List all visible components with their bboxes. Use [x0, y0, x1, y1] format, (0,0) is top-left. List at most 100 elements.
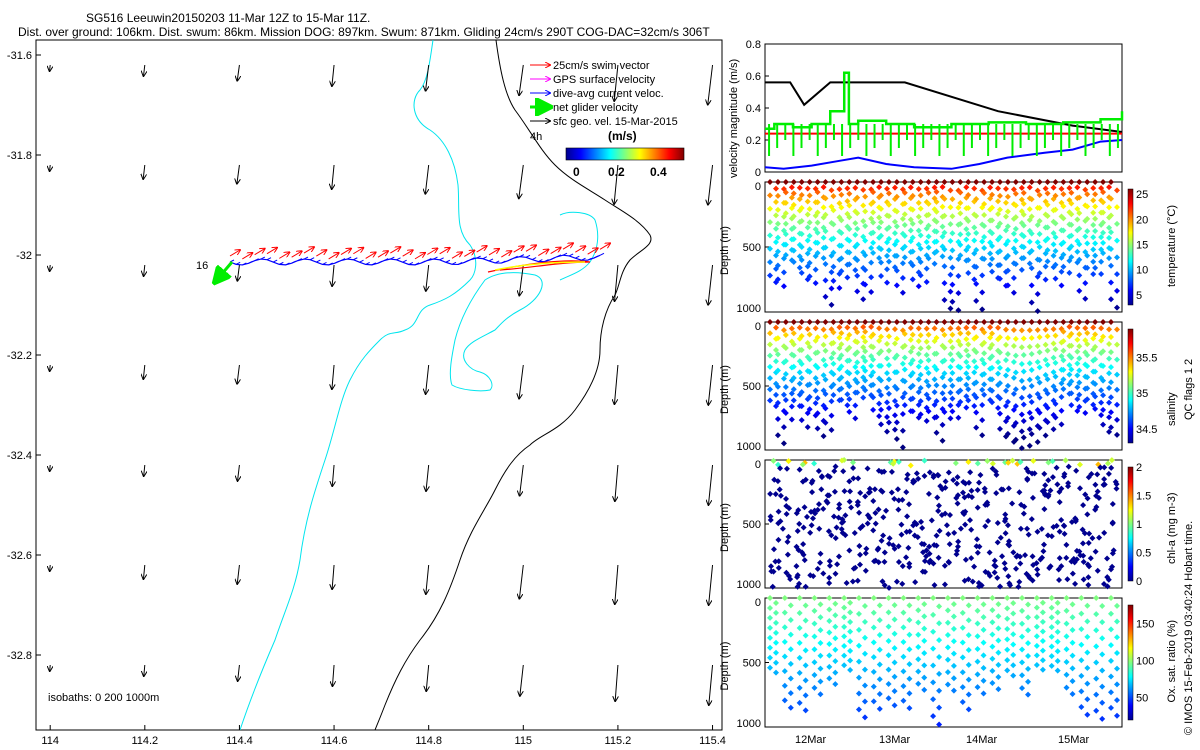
profile-point	[1034, 342, 1041, 349]
profile-point	[891, 616, 898, 623]
profile-point	[1044, 532, 1051, 539]
profile-point	[957, 231, 964, 238]
profile-point	[981, 179, 988, 185]
geo-arrow	[237, 564, 239, 584]
profile-point	[963, 336, 970, 343]
profile-point	[1065, 483, 1072, 490]
profile-point	[1044, 390, 1051, 397]
profile-point	[996, 220, 1003, 227]
dac-vector	[593, 255, 599, 259]
profile-point	[1058, 185, 1065, 192]
profile-point	[913, 521, 920, 528]
dac-vector	[346, 256, 352, 260]
profile-point	[1060, 319, 1067, 325]
profile-point	[849, 459, 856, 466]
profile-point	[899, 427, 906, 434]
swim-vector	[439, 248, 450, 255]
profile-point	[847, 667, 854, 674]
profile-point	[1069, 626, 1076, 633]
profile-point	[1101, 529, 1108, 536]
profile-point	[941, 370, 948, 377]
profile-point	[1108, 379, 1114, 386]
profile-point	[1092, 228, 1099, 235]
profile-point	[836, 200, 843, 207]
profile-point	[846, 408, 853, 415]
profile-point	[847, 599, 854, 606]
profile-point	[822, 277, 829, 284]
profile-point	[974, 671, 981, 678]
profile-point	[965, 243, 972, 250]
profile-point	[812, 387, 819, 394]
profile-point	[884, 355, 891, 362]
profile-point	[996, 380, 1003, 387]
profile-point	[876, 602, 883, 609]
profile-point	[844, 324, 851, 331]
profile-point	[968, 526, 975, 533]
profile-point	[955, 307, 962, 314]
velocity-y-ticks: 00.20.40.60.8	[746, 39, 769, 179]
profile-point	[884, 384, 891, 391]
profile-point	[1017, 459, 1024, 466]
profile-point	[1114, 649, 1120, 656]
geo-arrow	[708, 364, 714, 405]
profile-point	[767, 664, 773, 671]
profile-point	[1076, 241, 1083, 248]
profile-point	[767, 624, 773, 631]
profile-point	[1049, 474, 1056, 481]
profile-point	[1053, 464, 1060, 471]
profile-point	[790, 386, 797, 393]
profile-point	[790, 374, 797, 381]
profile-point	[787, 690, 794, 697]
profile-point	[868, 362, 875, 369]
profile-point	[822, 211, 829, 218]
profile-point	[1113, 485, 1120, 492]
profile-point	[884, 266, 891, 273]
profile-point	[1114, 341, 1120, 348]
profile-point	[815, 501, 822, 508]
profile-point	[814, 425, 821, 432]
profile-point	[973, 263, 980, 270]
profile-point	[906, 705, 913, 712]
profile-point	[933, 248, 940, 255]
profile-point	[933, 228, 940, 235]
profile-point	[1076, 379, 1083, 386]
profile-point	[862, 252, 869, 259]
profile-point	[767, 341, 773, 348]
profile-point	[915, 680, 922, 687]
profile-point	[1010, 326, 1017, 333]
profile-point	[926, 550, 933, 557]
profile-point	[1000, 486, 1007, 493]
profile-point	[796, 654, 803, 661]
profile-point	[1084, 203, 1091, 210]
profile-point	[1100, 481, 1107, 488]
profile-point	[955, 290, 962, 297]
profile-point	[786, 505, 793, 512]
profile-point	[1090, 234, 1097, 241]
profile-point	[1028, 230, 1035, 237]
profile-point	[923, 279, 930, 286]
profile-point	[1010, 358, 1017, 365]
profile-point	[1114, 220, 1120, 227]
profile-point	[941, 280, 948, 287]
profile-point	[904, 513, 911, 520]
profile-point	[977, 472, 984, 479]
profile-point	[959, 489, 966, 496]
profile-point	[1082, 186, 1089, 193]
profile-point	[1097, 464, 1104, 471]
profile-point	[917, 371, 924, 378]
profile-point	[875, 559, 882, 566]
profile-point	[774, 367, 781, 374]
profile-point	[860, 186, 867, 193]
profile-point	[838, 217, 845, 224]
profile-point	[773, 609, 779, 616]
profile-point	[782, 231, 789, 238]
profile-point	[852, 231, 859, 238]
profile-point	[907, 336, 914, 343]
profile-point	[822, 347, 829, 354]
profile-point	[890, 542, 897, 549]
geo-arrow	[615, 464, 619, 501]
profile-point	[1096, 534, 1103, 541]
profile-point	[854, 225, 861, 232]
profile-point	[862, 567, 869, 574]
